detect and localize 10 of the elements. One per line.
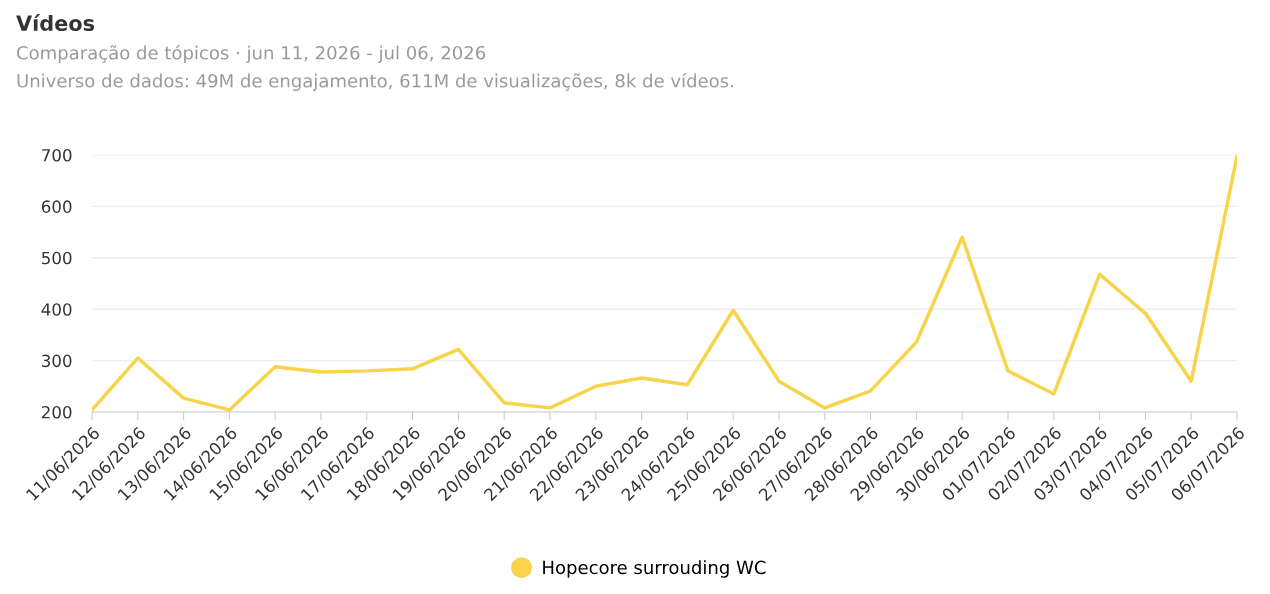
y-tick-label: 400 [41, 303, 72, 316]
y-tick-label: 500 [42, 251, 72, 265]
y-tick-label: 300 [42, 354, 72, 368]
y-tick-label: 700 [42, 148, 72, 162]
y-tick-label: 200 [41, 405, 72, 419]
chart-title: Vídeos [16, 14, 95, 32]
legend-label: Hopecore surrouding WC [543, 560, 766, 578]
chart-subtitle: Comparação de tópicos · jun 11, 2026 - jul 06, 2026 [17, 44, 486, 64]
text: Universo de dados: 49M de engajamento, 611M de visualizações, 8k de vídeos. [17, 72, 733, 92]
y-tick-label: 600 [41, 200, 72, 213]
